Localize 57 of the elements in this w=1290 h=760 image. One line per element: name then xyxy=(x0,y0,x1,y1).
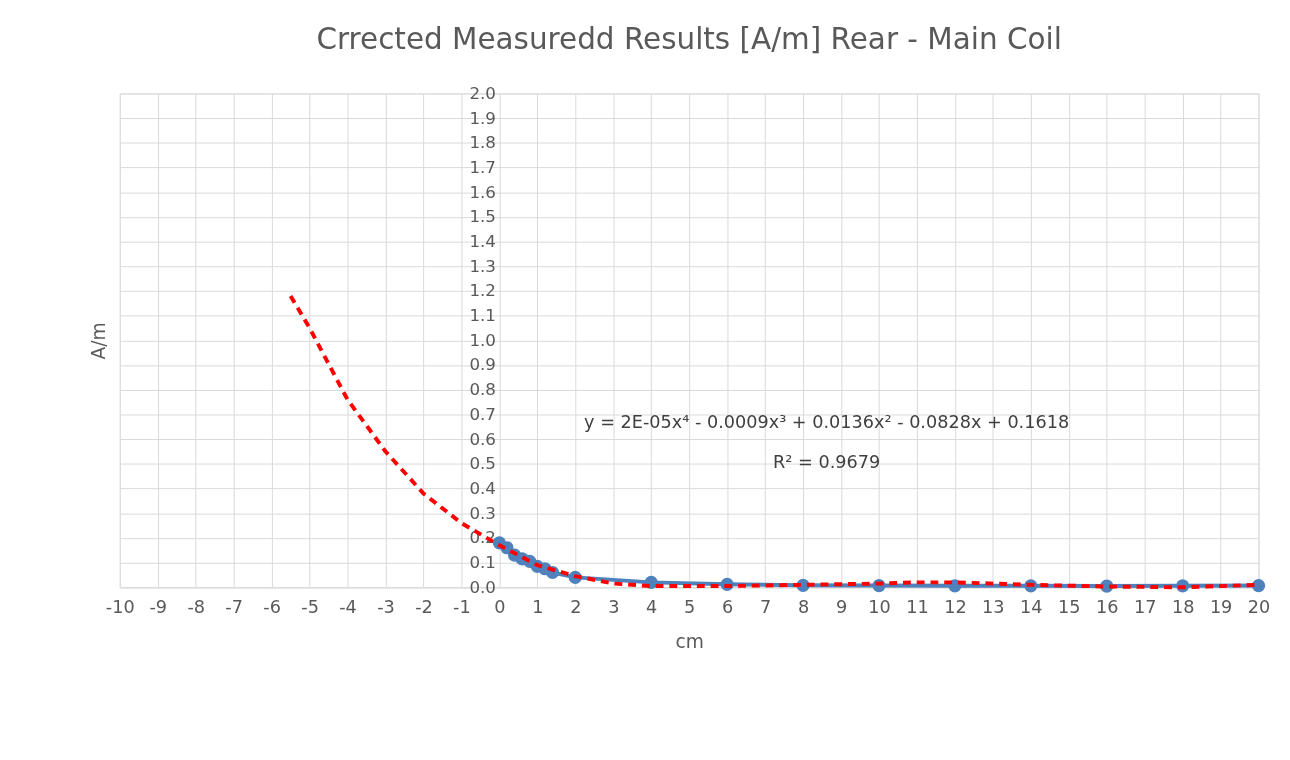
x-tick-label: 8 xyxy=(797,597,810,618)
x-tick-label: -2 xyxy=(415,597,433,618)
chart-title: Crrected Measuredd Results [A/m] Rear - Main Coil xyxy=(316,22,1062,57)
x-tick-label: 12 xyxy=(944,597,967,618)
annotation: R² = 0.9679 xyxy=(773,451,881,472)
x-tick-label: 3 xyxy=(608,597,620,618)
y-tick-label: 0.4 xyxy=(469,478,496,498)
y-tick-label: 2.0 xyxy=(469,83,496,103)
x-tick-label: -1 xyxy=(453,597,471,618)
y-tick-label: 1.8 xyxy=(469,133,496,153)
y-tick-label: 0.5 xyxy=(469,454,496,474)
x-tick-label: 4 xyxy=(646,597,658,618)
x-tick-label: 16 xyxy=(1096,597,1119,618)
y-tick-label: 1.6 xyxy=(469,182,496,202)
y-tick-label: 1.7 xyxy=(469,157,496,177)
x-tick-label: -6 xyxy=(263,597,281,618)
y-tick-label: 1.1 xyxy=(469,306,496,326)
point xyxy=(1252,578,1266,593)
y-tick-label: 1.2 xyxy=(469,281,496,301)
x-tick-label: -10 xyxy=(105,597,135,618)
x-tick-label: 17 xyxy=(1133,597,1157,618)
x-tick-label: -5 xyxy=(301,597,319,618)
x-tick-label: -8 xyxy=(187,597,205,618)
y-axis-title: A/m xyxy=(87,322,109,360)
y-tick-label: 1.3 xyxy=(469,256,496,276)
y-tick-label: 0.8 xyxy=(469,380,496,400)
x-tick-label: 13 xyxy=(982,597,1005,618)
y-tick-label: 1.0 xyxy=(469,330,496,350)
x-tick-label: -7 xyxy=(225,597,243,618)
x-tick-label: 2 xyxy=(570,597,582,618)
y-tick-label: 0.9 xyxy=(469,355,496,375)
x-tick-label: 0 xyxy=(494,597,506,618)
x-tick-label: 1 xyxy=(532,597,544,618)
x-tick-label: 10 xyxy=(868,597,891,618)
x-tick-label: 11 xyxy=(906,597,929,618)
y-tick-label: 1.5 xyxy=(469,207,496,227)
y-tick-label: 1.9 xyxy=(469,108,496,128)
y-tick-label: 0.1 xyxy=(469,552,496,572)
x-tick-label: 9 xyxy=(835,597,848,618)
y-tick-label: 0.6 xyxy=(469,429,496,449)
x-tick-label: 20 xyxy=(1247,597,1271,618)
x-tick-label: 5 xyxy=(684,597,696,618)
x-tick-label: -9 xyxy=(149,597,168,618)
y-tick-label: 1.4 xyxy=(469,232,496,252)
x-tick-label: 19 xyxy=(1209,597,1233,618)
x-tick-label: 18 xyxy=(1171,597,1195,618)
y-tick-label: 0.0 xyxy=(469,577,496,597)
x-tick-label: -3 xyxy=(377,597,395,618)
x-tick-label: 6 xyxy=(722,597,734,618)
x-axis-title: cm xyxy=(675,630,704,652)
x-tick-label: 14 xyxy=(1020,597,1043,618)
y-tick-label: 0.3 xyxy=(469,503,496,523)
x-tick-label: 15 xyxy=(1058,597,1081,618)
x-tick-label: 7 xyxy=(759,597,772,618)
annotation: y = 2E-05x⁴ - 0.0009x³ + 0.0136x² - 0.0828x + 0.1618 xyxy=(584,412,1070,433)
x-tick-label: -4 xyxy=(339,597,357,618)
y-tick-label: 0.7 xyxy=(469,404,496,424)
